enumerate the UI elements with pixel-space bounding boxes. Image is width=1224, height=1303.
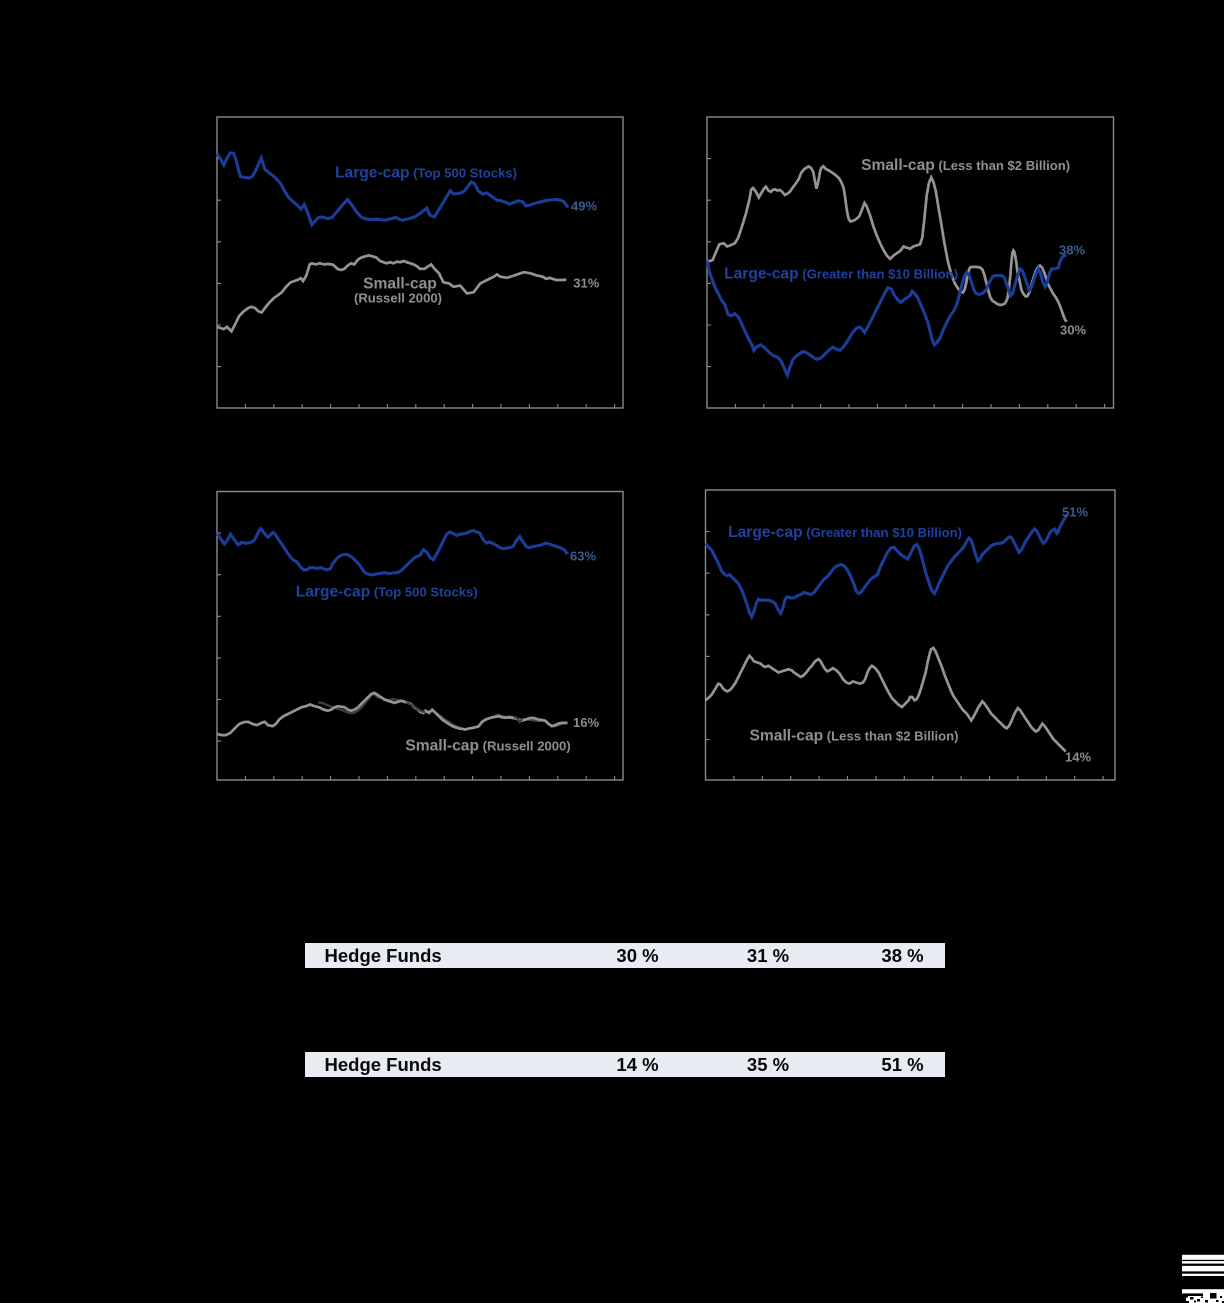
svg-text:14 %: 14 %: [616, 1054, 658, 1075]
svg-text:Large-cap (Top 500 Stocks): Large-cap (Top 500 Stocks): [335, 165, 517, 182]
svg-text:38 %: 38 %: [881, 945, 923, 966]
svg-text:Small-cap: Small-cap: [363, 276, 437, 293]
svg-text:Small-cap (Russell 2000): Small-cap (Russell 2000): [405, 738, 570, 755]
svg-text:31%: 31%: [573, 276, 599, 291]
svg-text:Hedge Funds: Hedge Funds: [325, 1054, 442, 1075]
svg-text:14%: 14%: [1065, 750, 1091, 765]
svg-text:31 %: 31 %: [747, 945, 789, 966]
svg-text:38%: 38%: [1059, 243, 1085, 258]
svg-text:Large-cap (Top 500 Stocks): Large-cap (Top 500 Stocks): [296, 584, 478, 601]
svg-text:Small-cap (Less than $2 Billio: Small-cap (Less than $2 Billion): [861, 157, 1070, 174]
svg-text:Small-cap (Less than $2 Billio: Small-cap (Less than $2 Billion): [750, 728, 959, 745]
svg-text:Hedge Funds: Hedge Funds: [325, 945, 442, 966]
svg-text:35 %: 35 %: [747, 1054, 789, 1075]
svg-text:51%: 51%: [1062, 505, 1088, 520]
svg-text:(Russell 2000): (Russell 2000): [354, 291, 442, 306]
svg-text:30 %: 30 %: [616, 945, 658, 966]
svg-text:63%: 63%: [570, 549, 596, 564]
svg-text:Large-cap (Greater than $10 Bi: Large-cap (Greater than $10 Billion): [724, 266, 958, 283]
svg-text:Large-cap (Greater than $10 Bi: Large-cap (Greater than $10 Billion): [728, 524, 962, 541]
svg-text:30%: 30%: [1060, 323, 1086, 338]
svg-text:49%: 49%: [571, 199, 597, 214]
svg-text:16%: 16%: [573, 715, 599, 730]
svg-text:51 %: 51 %: [881, 1054, 923, 1075]
